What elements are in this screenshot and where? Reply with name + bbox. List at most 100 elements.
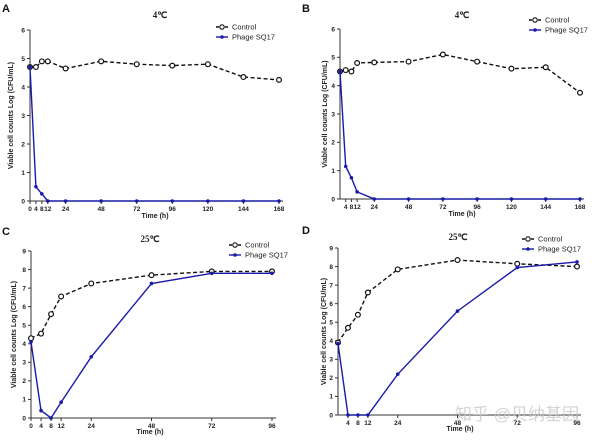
y-tick-label: 2 bbox=[329, 375, 333, 382]
y-tick-label: 0 bbox=[22, 415, 26, 422]
data-point bbox=[206, 199, 210, 203]
data-point bbox=[394, 266, 401, 273]
data-point bbox=[28, 65, 32, 69]
x-tick-label: 144 bbox=[540, 204, 551, 211]
y-tick-label: 1 bbox=[22, 397, 26, 404]
data-point bbox=[338, 69, 342, 74]
data-point bbox=[28, 335, 35, 342]
data-point bbox=[515, 265, 520, 270]
legend-marker bbox=[219, 24, 225, 30]
y-tick-label: 0 bbox=[331, 196, 335, 203]
x-tick-label: 8 bbox=[350, 204, 354, 211]
series-line bbox=[30, 60, 280, 81]
data-point bbox=[356, 413, 360, 417]
y-tick-label: 8 bbox=[22, 267, 26, 274]
data-point bbox=[148, 272, 155, 279]
x-tick-label: 8 bbox=[356, 420, 360, 427]
panel-label: C bbox=[2, 226, 10, 238]
legend-marker bbox=[525, 236, 531, 242]
y-axis-label: Viable cell counts Log (CFU/mL) bbox=[8, 62, 15, 169]
y-tick-label: 2 bbox=[331, 140, 335, 147]
y-tick-label: 3 bbox=[331, 111, 335, 118]
data-point bbox=[44, 58, 51, 65]
data-point bbox=[58, 293, 65, 300]
data-point bbox=[578, 197, 582, 201]
data-point bbox=[543, 197, 548, 201]
data-point bbox=[34, 184, 38, 189]
x-tick-label: 72 bbox=[514, 420, 522, 427]
series-control bbox=[337, 51, 583, 96]
x-tick-label: 96 bbox=[169, 206, 177, 213]
data-point bbox=[98, 58, 105, 65]
x-axis-label: Time (h) bbox=[448, 211, 475, 218]
series-phage-sq17 bbox=[338, 69, 582, 201]
x-tick-label: 96 bbox=[474, 204, 482, 211]
x-tick-label: 120 bbox=[506, 204, 517, 211]
y-tick-label: 1 bbox=[329, 394, 333, 401]
series-control bbox=[335, 257, 580, 346]
legend-marker bbox=[526, 247, 530, 251]
series-phage-sq17 bbox=[29, 271, 274, 420]
x-tick-label: 12 bbox=[58, 423, 66, 430]
x-tick-label: 48 bbox=[405, 204, 413, 211]
data-point bbox=[134, 199, 139, 203]
data-point bbox=[371, 59, 378, 66]
series-control bbox=[27, 58, 283, 83]
data-point bbox=[39, 408, 43, 413]
y-tick-label: 0 bbox=[329, 412, 333, 419]
y-tick-label: 1 bbox=[21, 170, 25, 177]
y-tick-label: 8 bbox=[329, 264, 333, 271]
data-point bbox=[454, 257, 461, 264]
x-axis-label: Time (h) bbox=[446, 426, 473, 433]
x-tick-label: 24 bbox=[88, 423, 96, 430]
series-line bbox=[337, 259, 578, 343]
x-tick-label: 4 bbox=[39, 423, 43, 430]
data-point bbox=[59, 400, 63, 405]
data-point bbox=[405, 58, 412, 65]
y-axis-label: Viable cell counts Log (CFU/mL) bbox=[322, 60, 329, 167]
data-point bbox=[406, 197, 411, 201]
data-point bbox=[240, 74, 247, 81]
data-point bbox=[38, 330, 45, 337]
y-tick-label: 3 bbox=[21, 113, 25, 120]
data-point bbox=[455, 309, 460, 313]
y-tick-label: 3 bbox=[329, 357, 333, 364]
x-tick-label: 12 bbox=[44, 206, 52, 213]
legend-marker bbox=[232, 242, 238, 248]
panel-label: A bbox=[2, 3, 10, 15]
legend-label: Phage SQ17 bbox=[538, 245, 581, 254]
data-point bbox=[372, 197, 377, 201]
legend-marker bbox=[233, 253, 237, 257]
x-axis-label: Time (h) bbox=[141, 213, 168, 220]
data-point bbox=[354, 311, 361, 318]
data-point bbox=[342, 67, 349, 74]
x-tick-label: 4 bbox=[34, 206, 38, 213]
x-tick-label: 12 bbox=[354, 204, 362, 211]
data-point bbox=[29, 340, 33, 344]
data-point bbox=[573, 263, 580, 270]
x-tick-label: 72 bbox=[133, 206, 141, 213]
data-point bbox=[99, 199, 103, 203]
legend-label: Control bbox=[538, 235, 563, 244]
y-tick-label: 6 bbox=[331, 26, 335, 33]
x-tick-label: 48 bbox=[454, 420, 462, 427]
legend-label: Control bbox=[245, 241, 270, 250]
x-tick-label: 0 bbox=[28, 206, 32, 213]
data-point bbox=[63, 199, 68, 203]
data-point bbox=[170, 199, 175, 203]
data-point bbox=[204, 61, 211, 68]
y-tick-label: 9 bbox=[329, 245, 333, 252]
y-tick-label: 6 bbox=[329, 301, 333, 308]
y-tick-label: 4 bbox=[21, 84, 25, 91]
y-tick-label: 3 bbox=[22, 360, 26, 367]
y-tick-label: 9 bbox=[22, 248, 26, 255]
x-tick-label: 48 bbox=[148, 423, 156, 430]
data-point bbox=[509, 197, 514, 201]
y-tick-label: 5 bbox=[22, 323, 26, 330]
series-phage-sq17 bbox=[336, 260, 579, 417]
data-point bbox=[32, 64, 39, 71]
data-point bbox=[169, 62, 176, 69]
data-point bbox=[475, 197, 479, 201]
